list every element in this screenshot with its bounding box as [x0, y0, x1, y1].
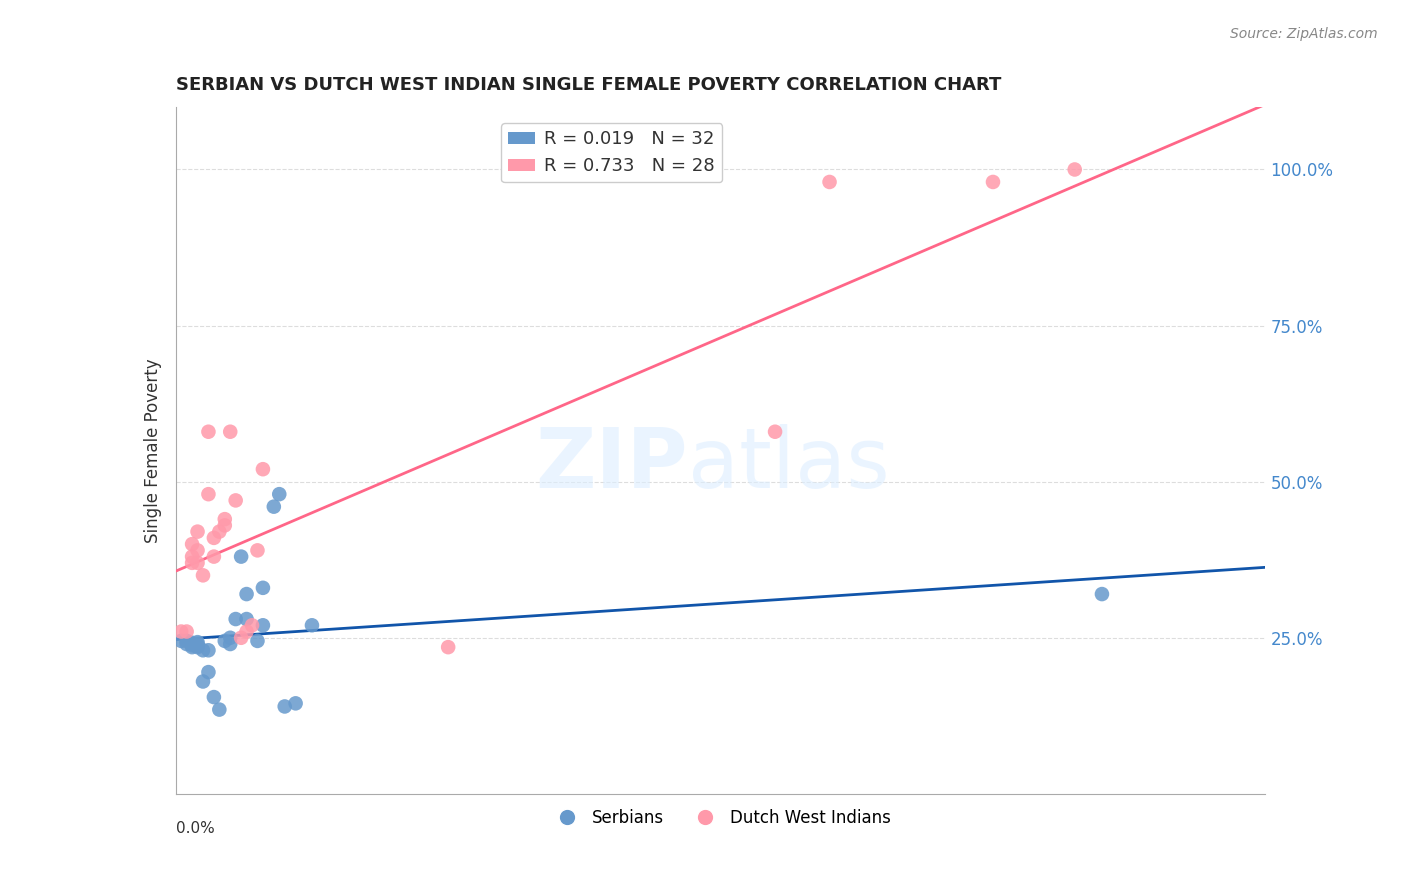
Point: [231, 549, 253, 564]
Point: [269, 487, 291, 501]
Point: [763, 425, 786, 439]
Point: [263, 500, 285, 514]
Point: [252, 581, 274, 595]
Point: [246, 633, 269, 648]
Point: [176, 633, 198, 648]
Point: [225, 493, 247, 508]
Point: [252, 462, 274, 476]
Point: [197, 425, 219, 439]
Point: [197, 487, 219, 501]
Point: [176, 624, 198, 639]
Point: [186, 637, 209, 651]
Point: [186, 524, 209, 539]
Point: [191, 674, 214, 689]
Point: [186, 640, 209, 655]
Point: [202, 690, 225, 705]
Point: [1091, 587, 1114, 601]
Point: [235, 612, 257, 626]
Point: [186, 556, 209, 570]
Point: [214, 633, 236, 648]
Point: [181, 556, 204, 570]
Point: [197, 665, 219, 680]
Point: [186, 635, 209, 649]
Point: [818, 175, 841, 189]
Y-axis label: Single Female Poverty: Single Female Poverty: [143, 359, 162, 542]
Point: [235, 587, 257, 601]
Point: [202, 531, 225, 545]
Point: [231, 631, 253, 645]
Point: [208, 703, 231, 717]
Point: [181, 549, 204, 564]
Point: [181, 640, 204, 655]
Point: [214, 518, 236, 533]
Point: [181, 636, 204, 650]
Text: ZIP: ZIP: [536, 424, 688, 505]
Point: [284, 696, 307, 710]
Point: [181, 638, 204, 652]
Point: [219, 637, 242, 651]
Point: [1063, 162, 1085, 177]
Point: [186, 639, 209, 653]
Point: [274, 699, 297, 714]
Point: [252, 618, 274, 632]
Text: SERBIAN VS DUTCH WEST INDIAN SINGLE FEMALE POVERTY CORRELATION CHART: SERBIAN VS DUTCH WEST INDIAN SINGLE FEMA…: [176, 77, 1001, 95]
Point: [181, 537, 204, 551]
Point: [191, 568, 214, 582]
Point: [176, 637, 198, 651]
Point: [219, 425, 242, 439]
Point: [191, 643, 214, 657]
Point: [981, 175, 1004, 189]
Point: [170, 624, 193, 639]
Point: [225, 612, 247, 626]
Point: [208, 524, 231, 539]
Point: [246, 543, 269, 558]
Point: [240, 618, 263, 632]
Legend: Serbians, Dutch West Indians: Serbians, Dutch West Indians: [543, 802, 898, 834]
Text: 0.0%: 0.0%: [176, 822, 215, 837]
Point: [235, 624, 257, 639]
Point: [186, 543, 209, 558]
Point: [197, 643, 219, 657]
Point: [214, 512, 236, 526]
Point: [437, 640, 460, 655]
Point: [170, 633, 193, 648]
Point: [301, 618, 323, 632]
Point: [202, 549, 225, 564]
Text: Source: ZipAtlas.com: Source: ZipAtlas.com: [1230, 27, 1378, 41]
Point: [219, 631, 242, 645]
Text: atlas: atlas: [688, 424, 890, 505]
